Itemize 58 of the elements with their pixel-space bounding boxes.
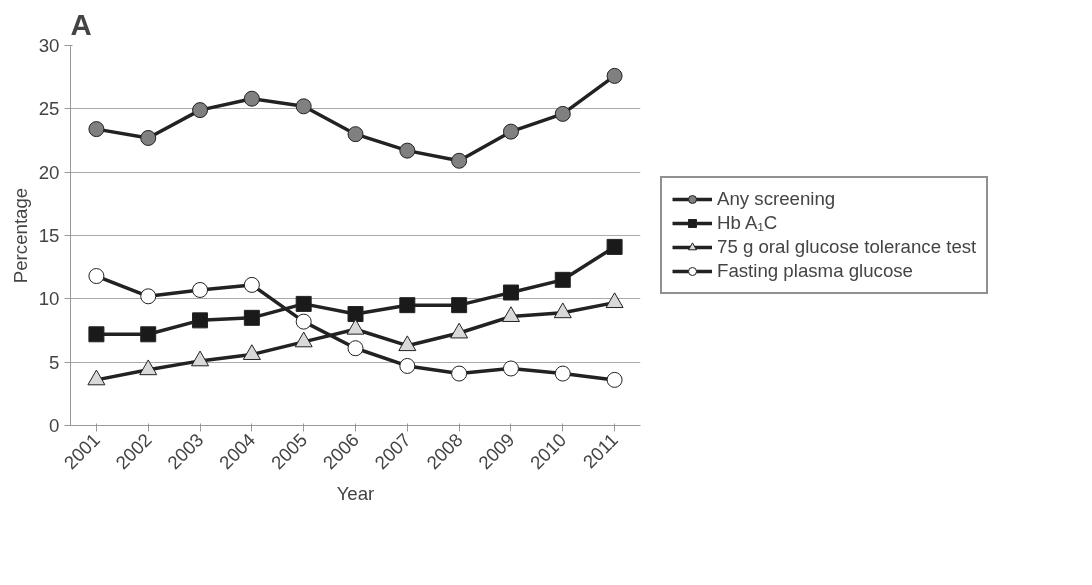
point <box>347 126 364 143</box>
point <box>347 340 364 357</box>
point <box>501 306 520 322</box>
legend-label: Hb A₁C <box>717 212 778 234</box>
point <box>451 365 468 382</box>
point <box>191 350 210 367</box>
point <box>88 268 105 285</box>
y-axis-title: Percentage <box>9 187 31 284</box>
point <box>399 357 416 374</box>
point <box>399 142 416 159</box>
legend-label: Any screening <box>717 188 836 210</box>
point <box>242 344 261 360</box>
point <box>553 302 572 319</box>
point <box>139 359 158 376</box>
y-tick-label: 5 <box>49 351 60 373</box>
point <box>451 297 468 314</box>
point <box>192 281 209 298</box>
y-tick-label: 25 <box>38 98 60 120</box>
point <box>140 129 157 146</box>
point <box>243 90 260 107</box>
y-tick-label: 20 <box>38 161 60 183</box>
legend-label: Fasting plasma glucose <box>717 260 913 282</box>
point <box>554 365 571 382</box>
point <box>88 121 105 138</box>
point <box>295 313 312 330</box>
point <box>554 271 571 288</box>
point <box>87 369 106 386</box>
point <box>606 238 623 255</box>
y-tick-label: 0 <box>49 415 60 436</box>
y-tick-label: 30 <box>38 35 60 56</box>
point <box>243 309 260 326</box>
point <box>140 288 157 305</box>
point <box>502 360 519 377</box>
legend-label: 75 g oral glucose tolerance test <box>717 236 977 258</box>
point <box>347 306 364 323</box>
point <box>88 326 105 343</box>
point <box>140 326 157 343</box>
chart-title: A <box>70 7 92 41</box>
point <box>243 276 260 293</box>
point <box>399 297 416 314</box>
point <box>605 292 624 309</box>
point <box>502 284 519 301</box>
point <box>450 322 469 339</box>
x-axis-title: Year <box>336 483 375 505</box>
point <box>398 335 417 352</box>
point <box>192 312 209 329</box>
y-tick-label: 15 <box>38 225 60 246</box>
point <box>295 295 312 312</box>
point <box>502 123 519 140</box>
point <box>294 331 313 348</box>
point <box>606 67 623 84</box>
point <box>451 152 468 169</box>
point <box>554 105 571 122</box>
point <box>606 371 623 388</box>
y-tick-label: 10 <box>38 288 60 310</box>
point <box>192 102 209 119</box>
point <box>295 98 312 115</box>
point <box>346 318 365 335</box>
